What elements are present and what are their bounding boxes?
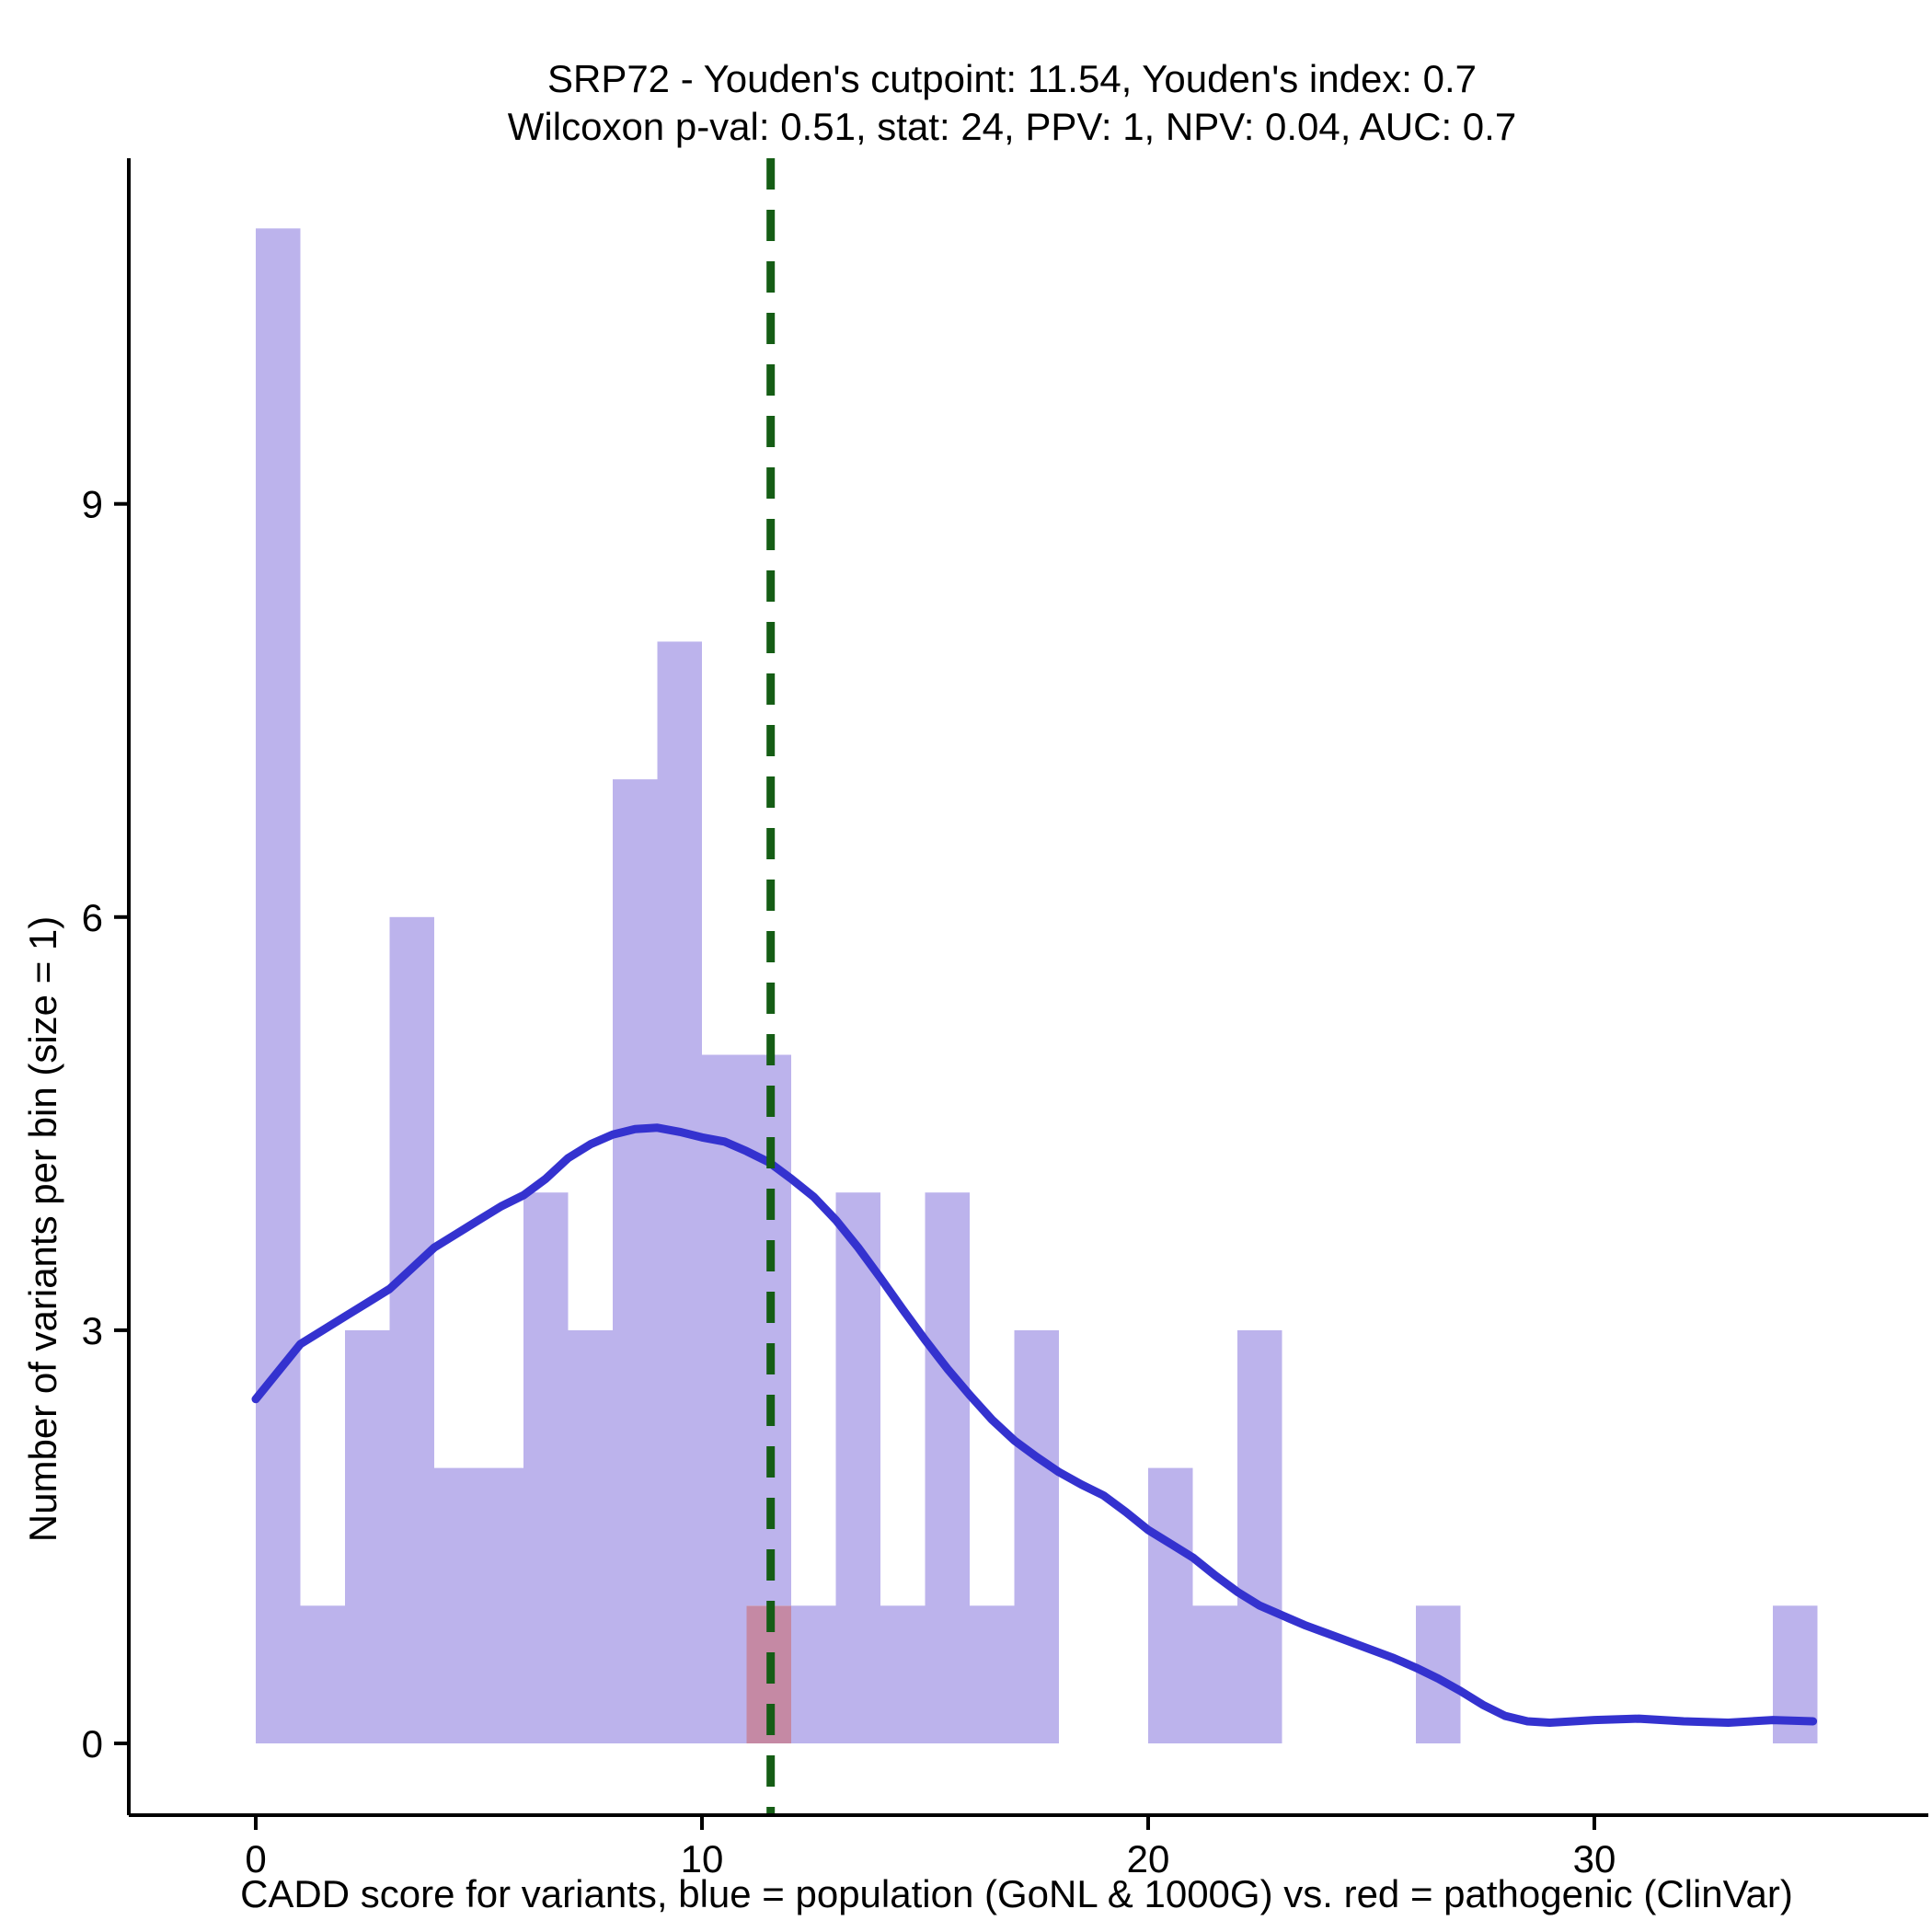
histogram-bar-population <box>835 1192 880 1743</box>
chart-subtitle: Wilcoxon p-val: 0.51, stat: 24, PPV: 1, … <box>508 105 1516 148</box>
histogram-bar-population <box>880 1605 926 1743</box>
y-tick-label: 9 <box>82 483 103 526</box>
x-axis-label: CADD score for variants, blue = populati… <box>240 1872 1793 1915</box>
histogram-bar-population <box>657 641 702 1743</box>
histogram-bar-population <box>970 1605 1015 1743</box>
histogram-bar-population <box>478 1467 523 1743</box>
x-tick-label: 0 <box>245 1837 266 1880</box>
x-tick-label: 30 <box>1573 1837 1616 1880</box>
histogram-bar-population <box>925 1192 970 1743</box>
histogram-bar-population <box>1014 1329 1059 1743</box>
histogram-bar-population <box>613 779 658 1743</box>
histogram-bar-population <box>389 916 434 1743</box>
y-tick-label: 3 <box>82 1309 103 1352</box>
x-tick-label: 10 <box>681 1837 724 1880</box>
chart-title: SRP72 - Youden's cutpoint: 11.54, Youden… <box>547 57 1477 100</box>
density-curve <box>251 1123 1818 1727</box>
histogram-bar-population <box>256 228 301 1743</box>
y-tick-label: 0 <box>82 1722 103 1765</box>
histogram-bar-population <box>1192 1605 1237 1743</box>
y-axis-label: Number of variants per bin (size = 1) <box>21 916 64 1542</box>
y-tick-label: 6 <box>82 896 103 939</box>
histogram-bar-population <box>523 1192 569 1743</box>
histogram-bar-population <box>568 1329 613 1743</box>
plot-area: 0 3 6 9 0 10 20 30 <box>82 158 1928 1880</box>
histogram-bar-population <box>1148 1467 1193 1743</box>
histogram-bar-population <box>300 1605 345 1743</box>
x-tick-label: 20 <box>1127 1837 1170 1880</box>
histogram-bar-population <box>1237 1329 1282 1743</box>
histogram-bar-population <box>434 1467 479 1743</box>
histogram-bar-population <box>791 1605 836 1743</box>
histogram-bar-population <box>702 1054 747 1743</box>
histogram-bar-population <box>345 1329 390 1743</box>
